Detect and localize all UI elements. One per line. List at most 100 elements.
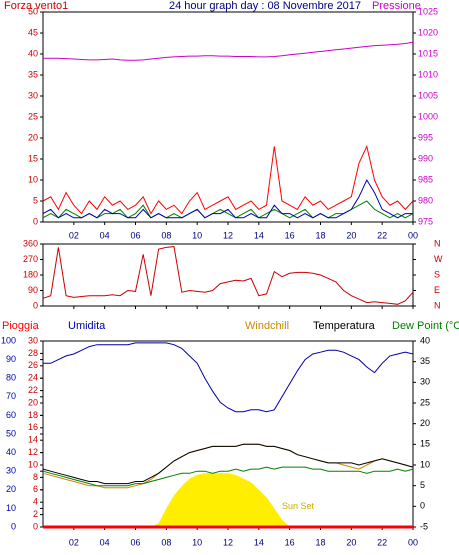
y-tick-label: 1000 [418,111,438,121]
y-tick-label: 50 [6,428,16,438]
y-tick-label: 990 [418,153,433,163]
x-tick-label: 20 [346,537,356,547]
y-tick-label: 2 [33,509,38,519]
y-tick-label: 70 [6,391,16,401]
y-tick-label: 15 [28,153,38,163]
x-tick-label: 10 [192,537,202,547]
y-tick-label: 20 [28,132,38,142]
y-tick-label: 14 [28,435,38,445]
y-tick-label: 995 [418,132,433,142]
x-tick-label: 12 [223,230,233,240]
legend-entry: Umidita [68,320,106,332]
y-tick-label: 0 [11,521,16,531]
x-tick-label: 14 [254,537,264,547]
x-tick-label: 20 [346,230,356,240]
x-tick-label: 06 [130,230,140,240]
y-tick-label: 10 [28,174,38,184]
y-tick-label: 40 [6,447,16,457]
x-tick-label: 02 [69,230,79,240]
x-tick-label: 12 [223,537,233,547]
y-tick-label: 1020 [418,27,438,37]
y-tick-label: 24 [28,373,38,383]
y-tick-label: 180 [23,269,38,279]
wind-axis-label: Forza vento1 [4,0,68,12]
legend-entry: Pioggia [2,320,40,332]
y-tick-label: 20 [420,418,430,428]
y-tick-label: N [434,238,441,248]
series-line [43,342,414,413]
y-tick-label: 980 [418,195,433,205]
legend-entry: Dew Point (°C [392,320,459,332]
y-tick-label: 30 [28,335,38,345]
y-tick-label: S [434,269,440,279]
y-tick-label: 0 [33,216,38,226]
x-tick-label: 18 [315,230,325,240]
y-tick-label: 1015 [418,48,438,58]
series-line [43,41,414,61]
y-tick-label: 10 [28,459,38,469]
y-tick-label: 30 [28,90,38,100]
x-tick-label: 22 [377,230,387,240]
y-tick-label: 6 [33,484,38,494]
y-tick-label: 0 [420,501,425,511]
y-tick-label: 15 [420,439,430,449]
y-tick-label: 1025 [418,6,438,16]
y-tick-label: 4 [33,497,38,507]
y-tick-label: 985 [418,174,433,184]
series-line [42,443,414,485]
annotation: Sun Set [282,501,315,511]
y-tick-label: 975 [418,216,433,226]
y-tick-label: 40 [420,335,430,345]
sun-area [43,473,413,527]
y-tick-label: 10 [420,459,430,469]
y-tick-label: 0 [33,521,38,531]
y-tick-label: 25 [28,111,38,121]
y-tick-label: 30 [420,377,430,387]
x-tick-label: 02 [69,537,79,547]
series-line [42,178,413,219]
y-tick-label: 5 [420,480,425,490]
y-tick-label: 80 [6,373,16,383]
y-tick-label: 25 [420,397,430,407]
y-tick-label: 35 [28,69,38,79]
x-tick-label: 00 [408,230,418,240]
y-tick-label: 16 [28,422,38,432]
y-tick-label: 1010 [418,69,438,79]
series-line [42,466,414,487]
y-tick-label: 1005 [418,90,438,100]
y-tick-label: 360 [23,238,38,248]
chart-title: 24 hour graph day : 08 Novembre 2017 [169,0,361,12]
y-tick-label: 10 [6,503,16,513]
y-tick-label: 60 [6,410,16,420]
x-tick-label: 04 [100,537,110,547]
x-tick-label: 22 [377,537,387,547]
y-tick-label: N [434,300,441,310]
x-tick-label: 04 [100,230,110,240]
series-line [42,144,414,215]
x-tick-label: 08 [161,230,171,240]
y-tick-label: 26 [28,360,38,370]
x-tick-label: 18 [315,537,325,547]
y-tick-label: 90 [28,285,38,295]
y-tick-label: 12 [28,447,38,457]
x-tick-label: 16 [285,230,295,240]
y-tick-label: 20 [28,397,38,407]
y-tick-label: 28 [28,348,38,358]
y-tick-label: 18 [28,410,38,420]
y-tick-label: 20 [6,484,16,494]
y-tick-label: -5 [420,521,428,531]
y-tick-label: E [434,285,440,295]
y-tick-label: 30 [6,466,16,476]
y-tick-label: 45 [28,27,38,37]
legend-entry: Temperatura [313,320,376,332]
y-tick-label: 40 [28,48,38,58]
y-tick-label: 0 [33,300,38,310]
x-tick-label: 06 [130,537,140,547]
y-tick-label: 100 [1,335,16,345]
x-tick-label: 00 [408,537,418,547]
x-tick-label: 10 [192,230,202,240]
pressure-axis-label: Pressione [372,0,421,12]
y-tick-label: 5 [33,195,38,205]
